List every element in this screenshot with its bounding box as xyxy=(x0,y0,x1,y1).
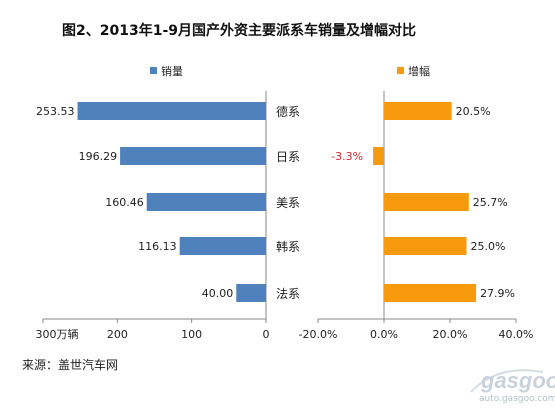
growth-bar xyxy=(384,284,477,302)
sales-bar xyxy=(179,237,266,255)
legend-swatch-sales xyxy=(150,67,157,74)
category-label: 日系 xyxy=(276,150,300,164)
sales-value-label: 253.53 xyxy=(36,105,75,118)
chart-title: 图2、2013年1-9月国产外资主要派系车销量及增幅对比 xyxy=(62,23,416,39)
gasgoo-watermark: gasgoo auto.gasgoo.com xyxy=(467,362,555,406)
category-label: 德系 xyxy=(276,104,300,119)
sales-value-label: 116.13 xyxy=(138,240,177,253)
growth-value-label: 25.7% xyxy=(473,196,508,209)
category-label: 美系 xyxy=(276,196,300,210)
right-x-tick-label: 40.0% xyxy=(499,328,534,341)
left-x-tick-label: 100 xyxy=(181,328,202,341)
growth-bar xyxy=(384,193,469,211)
watermark-swoosh-icon xyxy=(470,369,544,393)
growth-value-label: 20.5% xyxy=(456,105,491,118)
sales-bar xyxy=(120,147,267,165)
sales-bar xyxy=(77,102,267,120)
source-note: 来源：盖世汽车网 xyxy=(22,358,119,372)
growth-value-label: 27.9% xyxy=(480,287,515,300)
legend-label-growth: 增幅 xyxy=(408,64,430,78)
watermark-logo: gasgoo xyxy=(481,368,555,393)
legend-label-sales: 销量 xyxy=(161,64,183,78)
growth-value-label: -3.3% xyxy=(331,150,363,163)
category-label: 韩系 xyxy=(276,239,300,254)
growth-bar xyxy=(373,147,384,165)
left-x-tick-label: 200 xyxy=(107,328,128,341)
left-x-tick-label: 300万辆 xyxy=(36,327,79,341)
growth-bar xyxy=(384,237,467,255)
right-x-tick-label: -20.0% xyxy=(299,328,338,341)
legend-swatch-growth xyxy=(397,67,404,74)
category-label: 法系 xyxy=(276,287,300,301)
sales-value-label: 196.29 xyxy=(79,150,118,163)
sales-bar xyxy=(146,193,266,211)
right-x-tick-label: 20.0% xyxy=(433,328,468,341)
left-x-tick-label: 0 xyxy=(263,328,270,341)
growth-value-label: 25.0% xyxy=(471,240,506,253)
growth-bar xyxy=(384,102,452,120)
watermark-url: auto.gasgoo.com xyxy=(479,394,555,404)
sales-bar xyxy=(236,284,266,302)
sales-value-label: 40.00 xyxy=(202,287,234,300)
sales-value-label: 160.46 xyxy=(105,196,144,209)
right-x-tick-label: 0.0% xyxy=(370,328,398,341)
